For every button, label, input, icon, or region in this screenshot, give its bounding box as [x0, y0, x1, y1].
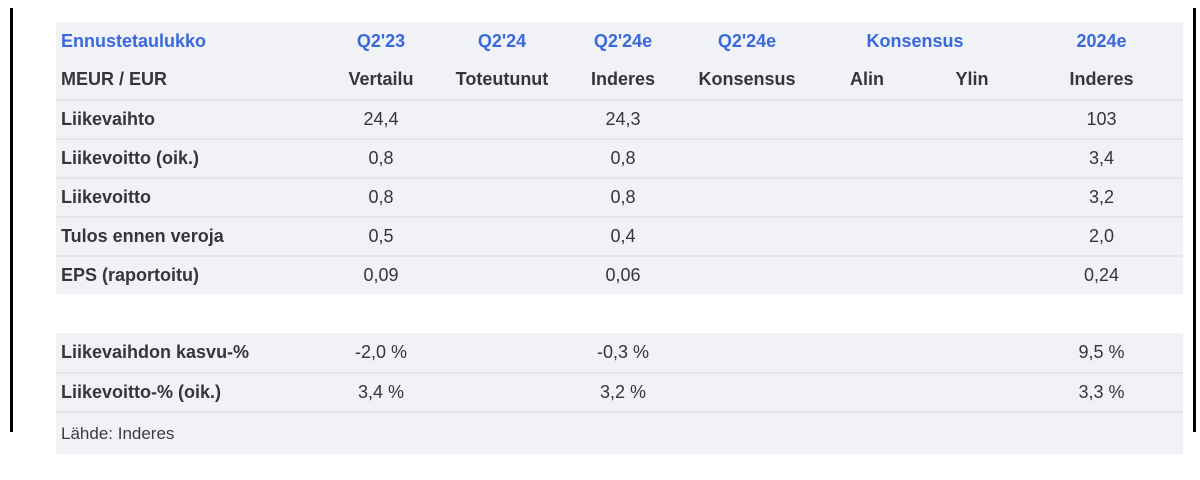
cell-value: 3,3 % — [1078, 382, 1125, 402]
row-label: Liikevaihto — [61, 109, 156, 129]
unit-label: MEUR / EUR — [61, 69, 168, 89]
cell-value: 0,5 — [368, 226, 394, 246]
table-row-tulos-ennen-veroja: Tulos ennen veroja 0,5 0,4 2,0 — [56, 216, 1183, 255]
header-q2-23: Q2'23 — [356, 30, 406, 51]
table-header-row-periods: Ennustetaulukko Q2'23 Q2'24 Q2'24e Q2'24… — [56, 22, 1183, 60]
table-row-eps: EPS (raportoitu) 0,09 0,06 0,24 — [56, 255, 1183, 294]
blank-spacer-row — [56, 294, 1183, 333]
row-label: Liikevoitto (oik.) — [61, 148, 200, 168]
header-q2-24e-konsensus: Q2'24e — [717, 30, 777, 51]
cell-value: 3,4 — [1088, 148, 1115, 168]
cell-value: 3,2 % — [599, 382, 647, 402]
subheader-alin: Alin — [850, 69, 884, 89]
cell-value: 0,09 — [363, 265, 399, 285]
row-label: Liikevoitto-% (oik.) — [61, 382, 222, 402]
header-konsensus-group: Konsensus — [866, 30, 964, 51]
subheader-vertailu: Vertailu — [348, 69, 414, 89]
subheader-konsensus: Konsensus — [698, 69, 796, 89]
cell-value: 2,0 — [1088, 226, 1115, 246]
subheader-inderes-fy: Inderes — [1069, 69, 1134, 89]
row-label: EPS (raportoitu) — [61, 265, 199, 285]
cell-value: 0,8 — [610, 148, 636, 168]
cell-value: 9,5 % — [1078, 342, 1125, 362]
cell-value: 0,8 — [368, 148, 394, 168]
row-label: Liikevaihdon kasvu-% — [61, 342, 250, 362]
subheader-ylin: Ylin — [955, 69, 989, 89]
right-edge-bar — [1193, 8, 1196, 432]
source-label: Lähde: Inderes — [61, 423, 175, 443]
table-title: Ennustetaulukko — [61, 30, 207, 51]
cell-value: 3,2 — [1088, 187, 1115, 207]
cell-value: 3,4 % — [357, 382, 405, 402]
subheader-toteutunut: Toteutunut — [455, 69, 549, 89]
cell-value: 0,8 — [368, 187, 394, 207]
left-edge-bar — [10, 8, 13, 432]
header-q2-24e-inderes: Q2'24e — [593, 30, 653, 51]
subheader-inderes-q: Inderes — [590, 69, 656, 89]
header-2024e: 2024e — [1076, 30, 1127, 51]
cell-value: 0,4 — [610, 226, 636, 246]
table-row-liikevaihto: Liikevaihto 24,4 24,3 103 — [56, 99, 1183, 138]
forecast-table: Ennustetaulukko Q2'23 Q2'24 Q2'24e Q2'24… — [56, 22, 1183, 454]
cell-value: 0,8 — [610, 187, 636, 207]
table-row-liikevoitto-pct: Liikevoitto-% (oik.) 3,4 % 3,2 % 3,3 % — [56, 372, 1183, 411]
cell-value: 24,3 — [605, 109, 641, 129]
table-source-row: Lähde: Inderes — [56, 411, 1183, 454]
table-row-liikevoitto: Liikevoitto 0,8 0,8 3,2 — [56, 177, 1183, 216]
cell-value: -0,3 % — [596, 342, 650, 362]
row-label: Liikevoitto — [61, 187, 152, 207]
cell-value: 24,4 — [363, 109, 399, 129]
cell-value: 0,06 — [605, 265, 641, 285]
cell-value: 103 — [1086, 109, 1117, 129]
cell-value: 0,24 — [1083, 265, 1120, 285]
cell-value: -2,0 % — [354, 342, 408, 362]
table-row-liikevaihdon-kasvu: Liikevaihdon kasvu-% -2,0 % -0,3 % 9,5 % — [56, 333, 1183, 372]
header-q2-24: Q2'24 — [477, 30, 527, 51]
row-label: Tulos ennen veroja — [61, 226, 224, 246]
table-row-liikevoitto-oik: Liikevoitto (oik.) 0,8 0,8 3,4 — [56, 138, 1183, 177]
table-header-row-subtitles: MEUR / EUR Vertailu Toteutunut Inderes K… — [56, 60, 1183, 99]
